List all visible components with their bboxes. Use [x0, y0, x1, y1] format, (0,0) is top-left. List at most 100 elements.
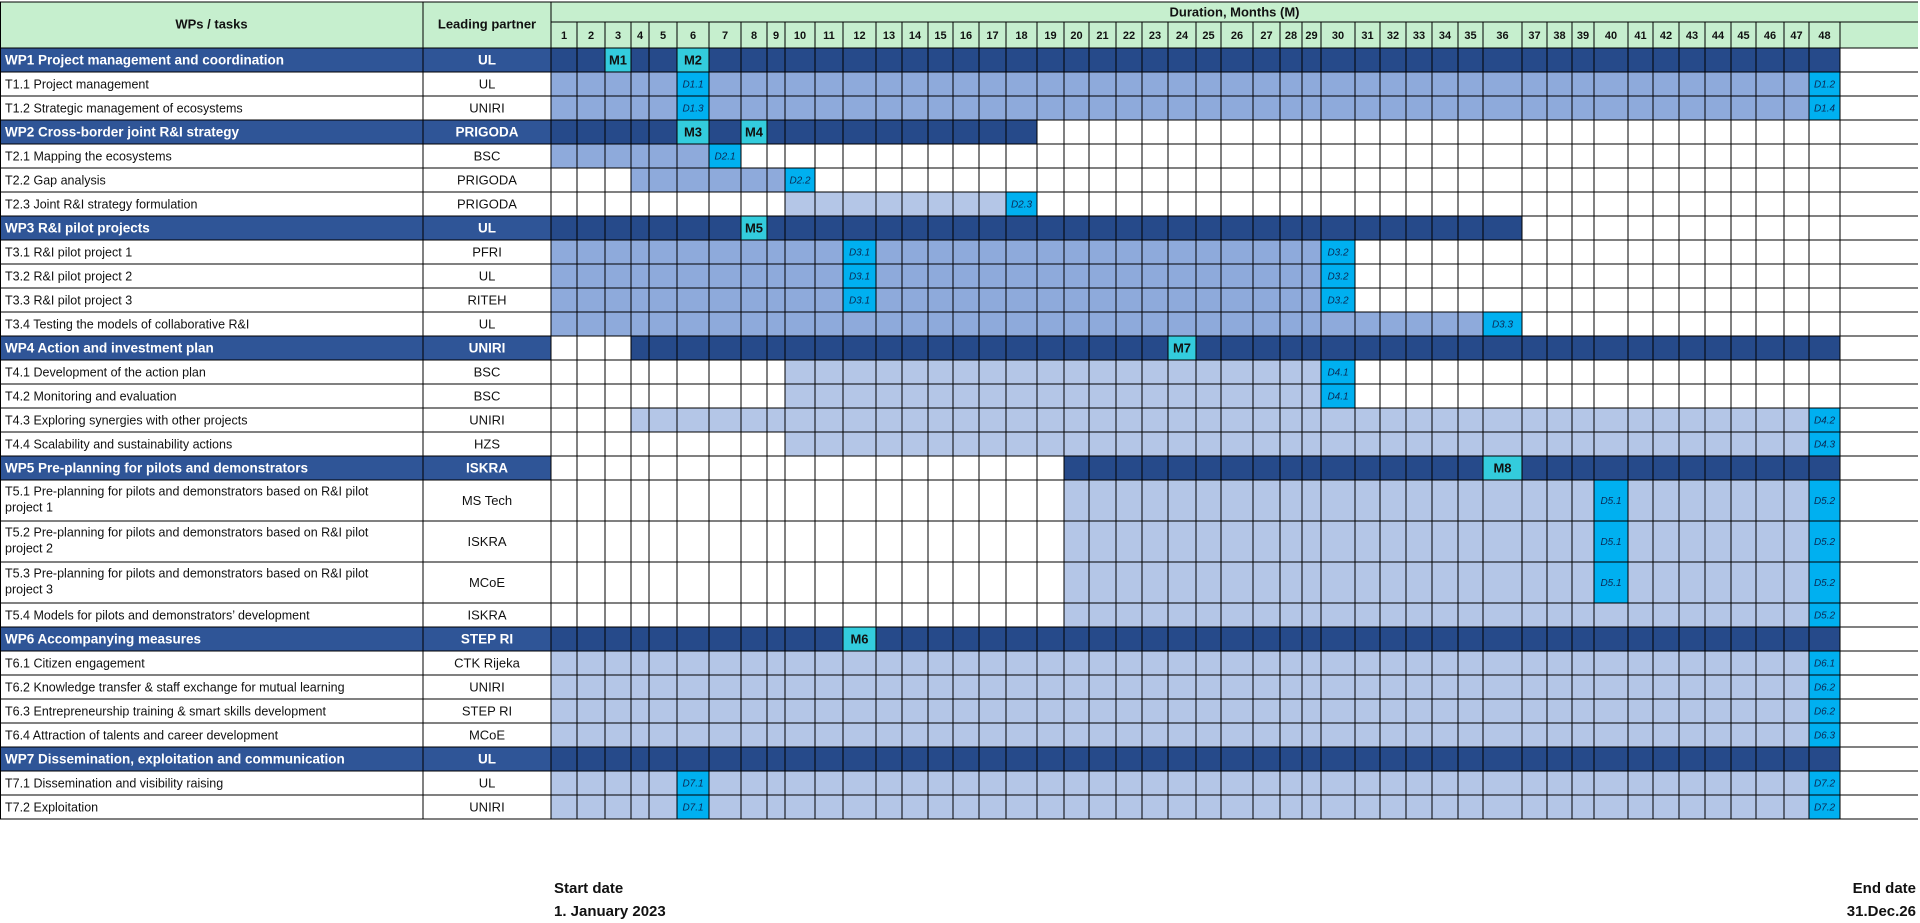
- gantt-cell: [741, 408, 767, 432]
- gantt-cell: [1809, 747, 1840, 771]
- gantt-cell: [1142, 240, 1168, 264]
- gantt-cell: [1547, 96, 1572, 120]
- task-label-cell-t7-2: [0, 795, 423, 819]
- gantt-cell: [1731, 747, 1756, 771]
- gantt-cell: [1037, 336, 1064, 360]
- gantt-cell: [785, 627, 815, 651]
- month-number: 15: [934, 30, 946, 42]
- gantt-cell: [551, 264, 577, 288]
- gantt-cell: [1483, 651, 1522, 675]
- task-label-cell-t5-4: [0, 603, 423, 627]
- gantt-cell: [551, 192, 577, 216]
- gantt-cell: [741, 72, 767, 96]
- gantt-cell: [876, 360, 902, 384]
- gantt-cell: [1037, 312, 1064, 336]
- deliverable-marker: [1809, 723, 1840, 747]
- gantt-cell: [1221, 771, 1253, 795]
- deliverable-marker: [1809, 562, 1840, 603]
- gantt-cell: [1679, 456, 1705, 480]
- gantt-cell: [1116, 627, 1142, 651]
- gantt-cell: [979, 264, 1006, 288]
- partner-cell-t2-1: [423, 144, 551, 168]
- gantt-cell: [1483, 480, 1522, 521]
- gantt-cell: [631, 651, 649, 675]
- gantt-cell: [979, 627, 1006, 651]
- gantt-cell: [1784, 480, 1809, 521]
- gantt-cell: [1142, 216, 1168, 240]
- gantt-cell: [1037, 651, 1064, 675]
- gantt-cell: [1705, 408, 1731, 432]
- gantt-cell: [605, 795, 631, 819]
- gantt-cell: [1253, 603, 1280, 627]
- gantt-cell: [577, 456, 605, 480]
- gantt-cell: [1432, 521, 1458, 562]
- month-number: 44: [1712, 30, 1725, 42]
- month-number: 47: [1790, 30, 1802, 42]
- gantt-cell: [1594, 312, 1628, 336]
- gantt-cell: [1705, 96, 1731, 120]
- gantt-cell: [1355, 432, 1380, 456]
- gantt-cell: [1196, 603, 1221, 627]
- gantt-cell: [902, 48, 928, 72]
- gantt-cell: [1142, 480, 1168, 521]
- partner-cell-t5-1: [423, 480, 551, 521]
- gantt-cell: [1280, 96, 1302, 120]
- gantt-cell: [876, 675, 902, 699]
- task-label-cell-t7-1: [0, 771, 423, 795]
- gantt-cell: [1679, 723, 1705, 747]
- gantt-cell: [767, 288, 785, 312]
- gantt-cell: [1221, 480, 1253, 521]
- gantt-cell: [1458, 216, 1483, 240]
- gantt-cell: [631, 723, 649, 747]
- gantt-cell: [1280, 360, 1302, 384]
- gantt-cell: [1458, 521, 1483, 562]
- gantt-cell: [631, 480, 649, 521]
- task-partner: UNIRI: [469, 799, 504, 814]
- gantt-cell: [767, 675, 785, 699]
- gantt-cell: [953, 336, 979, 360]
- gantt-cell: [1142, 562, 1168, 603]
- gantt-cell: [928, 747, 953, 771]
- gantt-cell: [1302, 408, 1321, 432]
- gantt-cell: [1142, 675, 1168, 699]
- partner-cell-t6-2: [423, 675, 551, 699]
- gantt-cell: [1522, 96, 1547, 120]
- gantt-cell: [1302, 747, 1321, 771]
- gantt-cell: [928, 627, 953, 651]
- gantt-cell: [1380, 192, 1406, 216]
- gantt-cell: [1594, 384, 1628, 408]
- milestone-marker: [1168, 336, 1196, 360]
- gantt-cell: [709, 312, 741, 336]
- gantt-cell: [1432, 312, 1458, 336]
- gantt-cell: [1594, 747, 1628, 771]
- wp-label-cell-wp3: [0, 216, 423, 240]
- gantt-cell: [1321, 216, 1355, 240]
- gantt-cell: [1116, 795, 1142, 819]
- gantt-cell: [1089, 747, 1116, 771]
- gantt-cell: [709, 432, 741, 456]
- gantt-cell: [1522, 627, 1547, 651]
- gantt-cell: [649, 168, 677, 192]
- gantt-cell: [876, 264, 902, 288]
- gantt-cell: [1280, 562, 1302, 603]
- gantt-cell: [1756, 48, 1784, 72]
- gantt-cell: [1547, 168, 1572, 192]
- gantt-cell: [1483, 336, 1522, 360]
- gantt-cell: [1522, 723, 1547, 747]
- gantt-cell: [1483, 675, 1522, 699]
- gantt-cell: [1089, 795, 1116, 819]
- gantt-cell: [1522, 192, 1547, 216]
- deliverable-marker: [1809, 795, 1840, 819]
- gantt-cell: [577, 699, 605, 723]
- milestone-marker: [605, 48, 631, 72]
- gantt-cell: [1321, 168, 1355, 192]
- gantt-cell: [1168, 216, 1196, 240]
- task-partner: UNIRI: [469, 100, 504, 115]
- gantt-cell: [1784, 384, 1809, 408]
- gantt-cell: [1784, 562, 1809, 603]
- gantt-cell: [1628, 562, 1653, 603]
- gantt-cell: [1522, 771, 1547, 795]
- task-partner: BSC: [474, 364, 501, 379]
- gantt-cell: [767, 384, 785, 408]
- gantt-cell: [1705, 480, 1731, 521]
